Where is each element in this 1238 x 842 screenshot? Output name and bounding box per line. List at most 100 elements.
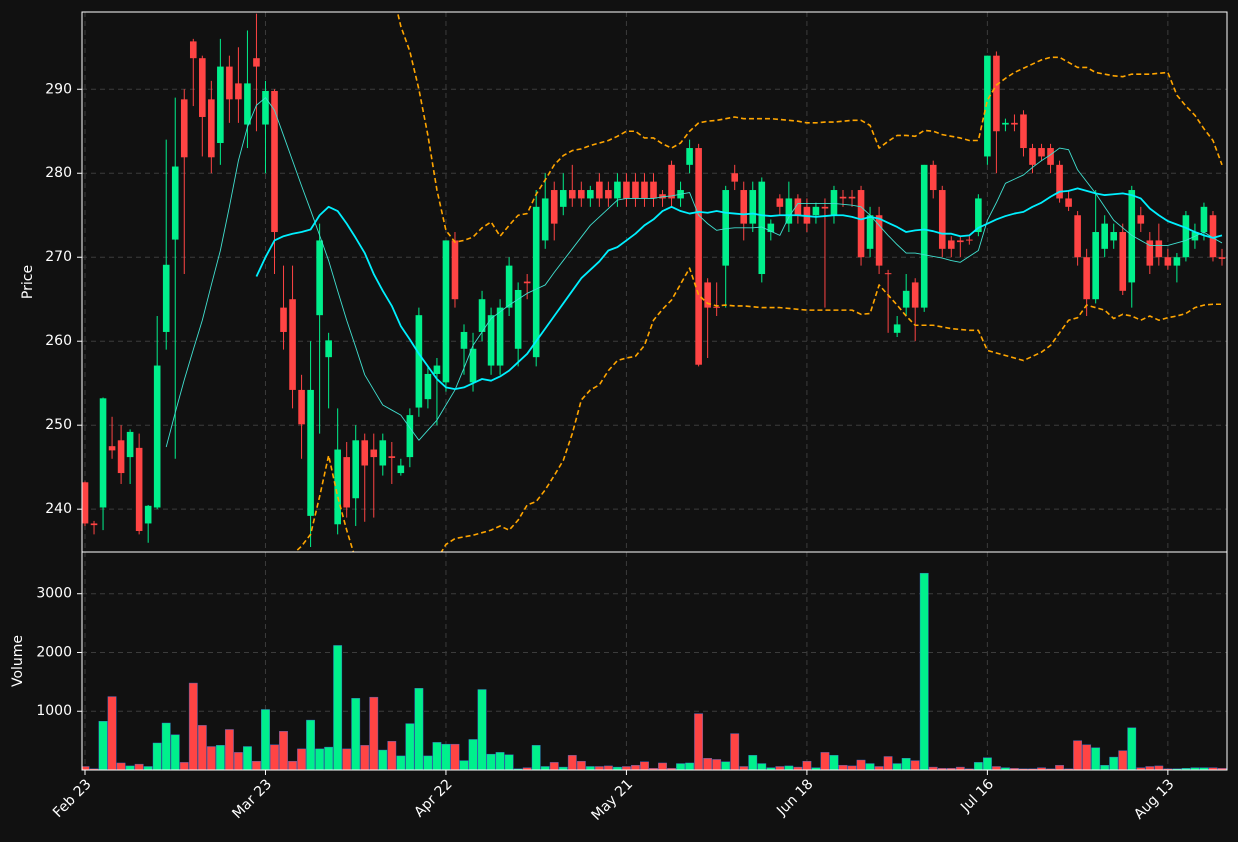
volume-bar bbox=[793, 766, 803, 770]
candle-body bbox=[1218, 257, 1226, 259]
volume-bar bbox=[1082, 744, 1092, 770]
volume-bar bbox=[1118, 750, 1128, 770]
candle-body bbox=[596, 181, 603, 199]
y-tick-label: 250 bbox=[45, 417, 72, 433]
candle-body bbox=[271, 90, 278, 233]
volume-bar bbox=[1208, 767, 1218, 770]
candle-body bbox=[135, 447, 143, 532]
candle-body bbox=[117, 440, 125, 474]
volume-bar bbox=[468, 739, 478, 770]
overlay-line bbox=[294, 267, 1222, 552]
volume-bar bbox=[522, 767, 532, 770]
candle-body bbox=[1173, 257, 1181, 266]
candle-body bbox=[776, 198, 784, 207]
candle-body bbox=[893, 324, 901, 333]
candle-body bbox=[523, 281, 531, 284]
candle-body bbox=[478, 299, 486, 332]
candle-body bbox=[189, 41, 197, 59]
volume-bar bbox=[531, 745, 541, 770]
volume-bar bbox=[1136, 767, 1146, 770]
candle-body bbox=[812, 206, 820, 216]
candle-body bbox=[496, 307, 504, 366]
volume-bar bbox=[712, 759, 722, 770]
candle-body bbox=[550, 190, 558, 224]
candle-body bbox=[929, 164, 937, 191]
candle-body bbox=[325, 340, 332, 358]
candle-body bbox=[433, 365, 441, 374]
volume-bar bbox=[495, 752, 505, 770]
candle-body bbox=[966, 239, 973, 241]
candle-body bbox=[957, 240, 964, 243]
volume-bar bbox=[992, 766, 1001, 770]
volume-bar bbox=[775, 766, 785, 770]
candle-body bbox=[514, 289, 522, 349]
volume-bar bbox=[631, 765, 640, 770]
candle-body bbox=[704, 282, 711, 308]
volume-bar bbox=[540, 766, 550, 770]
volume-bar bbox=[270, 744, 279, 770]
volume-bar bbox=[252, 760, 261, 770]
y-tick-label: 240 bbox=[45, 501, 72, 517]
candle-body bbox=[307, 389, 314, 516]
candle-body bbox=[1110, 232, 1118, 241]
volume-bar bbox=[116, 762, 126, 770]
candle-body bbox=[1083, 257, 1090, 300]
volume-bar bbox=[206, 746, 216, 770]
candle-body bbox=[99, 398, 107, 508]
candle-body bbox=[920, 164, 928, 308]
volume-bar bbox=[342, 748, 352, 770]
volume-axis-label: Volume bbox=[10, 635, 26, 687]
volume-bar bbox=[973, 762, 983, 770]
volume-bar bbox=[883, 756, 893, 770]
candle-body bbox=[686, 148, 693, 165]
volume-bar bbox=[730, 733, 740, 770]
volume-bar bbox=[1145, 766, 1155, 770]
volume-bar bbox=[134, 763, 144, 770]
candle-body bbox=[361, 440, 369, 466]
volume-bar bbox=[504, 754, 514, 770]
volume-bar bbox=[1127, 727, 1137, 770]
candle-body bbox=[1119, 232, 1127, 291]
volume-bar bbox=[441, 743, 451, 770]
volume-bar bbox=[721, 761, 731, 770]
candle-body bbox=[848, 196, 856, 199]
candle-body bbox=[541, 198, 549, 241]
candle-body bbox=[947, 240, 955, 249]
candle-body bbox=[911, 282, 919, 308]
volume-bar bbox=[396, 755, 406, 770]
volume-bar bbox=[288, 760, 297, 770]
volume-bar bbox=[802, 760, 812, 770]
candle-body bbox=[262, 90, 269, 125]
volume-bar bbox=[152, 742, 162, 770]
candle-body bbox=[740, 190, 748, 224]
candle-body bbox=[632, 181, 639, 199]
volume-bar bbox=[658, 762, 667, 770]
volume-bar bbox=[856, 759, 866, 770]
volume-bar bbox=[324, 746, 334, 770]
candle-body bbox=[90, 523, 98, 526]
volume-bar bbox=[369, 696, 379, 770]
candle-body bbox=[1047, 148, 1054, 165]
volume-bar bbox=[757, 763, 767, 770]
volume-bar bbox=[477, 689, 487, 770]
volume-bar bbox=[315, 748, 325, 770]
candle-body bbox=[713, 306, 720, 308]
candle-body bbox=[568, 190, 576, 199]
candle-body bbox=[298, 389, 305, 425]
volume-bar bbox=[748, 755, 758, 770]
candle-body bbox=[605, 190, 612, 199]
volume-bar bbox=[766, 767, 776, 770]
volume-bar bbox=[910, 760, 920, 770]
candle-body bbox=[171, 166, 179, 240]
volume-bar bbox=[170, 734, 180, 770]
volume-bar bbox=[351, 698, 361, 770]
volume-bar bbox=[919, 572, 929, 770]
candle-body bbox=[253, 58, 260, 67]
volume-bar bbox=[820, 752, 830, 770]
volume-bar bbox=[739, 766, 749, 770]
candle-body bbox=[1128, 190, 1136, 283]
candle-body bbox=[695, 148, 702, 365]
volume-bar bbox=[414, 688, 424, 770]
candle-body bbox=[442, 240, 450, 383]
